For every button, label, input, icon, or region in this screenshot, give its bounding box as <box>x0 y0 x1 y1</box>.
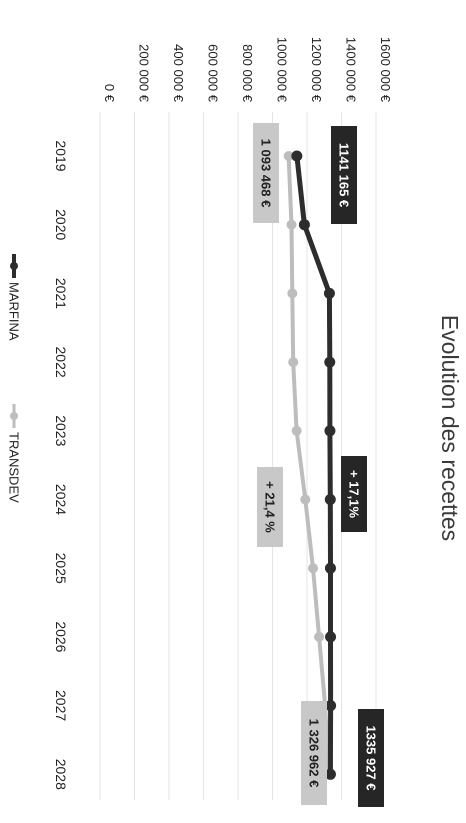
y-tick-label: 1600 000 € <box>378 37 393 103</box>
legend-item-transdev: TRANSDEV <box>7 404 22 503</box>
y-tick-label: 200 000 € <box>137 44 152 103</box>
x-tick-label: 2026 <box>53 621 69 652</box>
y-tick-label: 800 000 € <box>240 44 255 103</box>
x-tick-label: 2021 <box>53 278 69 309</box>
callout: + 17,1% <box>341 456 367 532</box>
data-point-transdev <box>287 288 298 299</box>
callout-box <box>341 456 367 532</box>
x-tick-label: 2023 <box>53 415 69 446</box>
callout: + 21,4 % <box>257 467 283 547</box>
legend-label: TRANSDEV <box>7 432 22 503</box>
callout: 1 326 962 € <box>301 701 327 805</box>
y-tick-label: 1000 000 € <box>275 37 290 103</box>
x-tick-label: 2025 <box>53 553 69 584</box>
legend-item-marfina: MARFINA <box>7 254 22 341</box>
x-axis-ticks: 2019 2020 2021 2022 2023 2024 2025 2026 2027 2028 <box>53 140 69 790</box>
data-point-transdev <box>286 219 297 230</box>
data-point-marfina <box>324 768 336 780</box>
data-point-transdev <box>300 494 311 505</box>
callouts: 1141 165 € 1 093 468 € + 17,1% + 21,4 % 1335… <box>253 123 384 807</box>
x-tick-label: 2028 <box>53 759 69 790</box>
y-tick-label: 1200 000 € <box>309 37 324 103</box>
callout-box <box>301 701 327 805</box>
data-point-marfina <box>291 150 303 162</box>
callout: 1141 165 € <box>331 126 357 224</box>
x-tick-label: 2022 <box>53 347 69 378</box>
callout-label: + 21,4 % <box>263 481 278 533</box>
x-tick-label: 2020 <box>53 209 69 240</box>
data-point-transdev <box>291 425 302 436</box>
callout: 1335 927 € <box>358 709 384 807</box>
y-tick-label: 400 000 € <box>171 44 186 103</box>
data-point-marfina <box>325 631 337 643</box>
x-tick-label: 2027 <box>53 690 69 721</box>
y-tick-label: 0 € <box>102 84 117 103</box>
callout-label: 1335 927 € <box>364 725 379 790</box>
data-point-marfina <box>324 356 336 368</box>
legend: MARFINA TRANSDEV <box>7 254 22 503</box>
data-point-marfina <box>324 425 336 437</box>
x-tick-label: 2024 <box>53 484 69 515</box>
data-point-marfina <box>325 700 337 712</box>
chart-title: Evolution des recettes <box>437 315 463 541</box>
legend-marker <box>10 262 18 270</box>
callout-box <box>257 467 283 547</box>
y-tick-label: 1400 000 € <box>344 37 359 103</box>
data-point-marfina <box>323 287 335 299</box>
callout-box <box>253 123 279 223</box>
legend-label: MARFINA <box>7 282 22 341</box>
callout-label: 1141 165 € <box>337 143 352 207</box>
data-point-transdev <box>314 631 325 642</box>
callout-label: 1 093 468 € <box>259 139 274 208</box>
y-axis-ticks: 0 € 200 000 € 400 000 € 600 000 € 800 000 € 1… <box>102 37 393 103</box>
callout-label: 1 326 962 € <box>307 719 322 788</box>
callout-box <box>331 126 357 224</box>
data-point-marfina <box>298 219 310 231</box>
series-lines <box>283 150 337 780</box>
data-point-transdev <box>308 563 319 574</box>
legend-marker <box>10 412 18 420</box>
chart-title-group: Evolution des recettes <box>437 315 463 541</box>
x-tick-label: 2019 <box>53 140 69 171</box>
data-point-transdev <box>283 151 294 161</box>
y-tick-label: 600 000 € <box>206 44 221 103</box>
data-point-marfina <box>324 494 336 505</box>
data-point-transdev <box>288 357 299 368</box>
series-line-transdev <box>286 155 331 775</box>
callout-label: + 17,1% <box>347 470 362 519</box>
callout: 1 093 468 € <box>253 123 279 223</box>
callout-box <box>358 709 384 807</box>
data-point-marfina <box>324 562 336 574</box>
series-line-marfina <box>294 155 334 775</box>
